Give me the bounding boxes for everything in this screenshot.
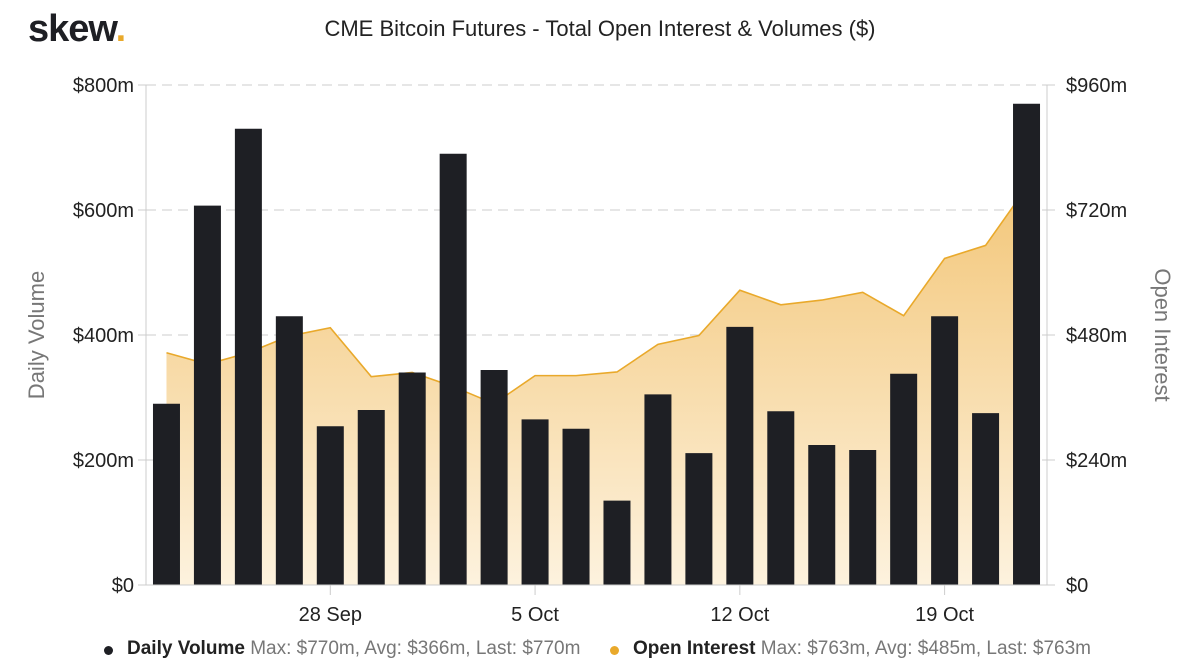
volume-bar	[890, 373, 918, 585]
volume-bar	[357, 410, 385, 585]
legend-dot-icon	[610, 646, 619, 656]
volume-bar	[808, 445, 836, 585]
volume-bar	[152, 403, 180, 585]
legend-item-open-interest[interactable]: Open Interest Max: $763m, Avg: $485m, La…	[610, 638, 1091, 660]
legend-dot-icon	[104, 646, 113, 656]
y-tick-label: $800m	[73, 75, 134, 97]
y-tick-label: $600m	[73, 200, 134, 222]
x-tick-label: 5 Oct	[511, 604, 559, 626]
volume-bar	[193, 205, 221, 585]
y2-tick-label: $240m	[1066, 450, 1127, 472]
y2-tick-label: $0	[1066, 575, 1088, 597]
volume-bar	[931, 316, 959, 585]
skew-logo: skew.	[28, 8, 126, 50]
y-tick-label: $0	[112, 575, 134, 597]
volume-bar	[480, 370, 508, 585]
volume-bar	[972, 413, 1000, 585]
chart-title: CME Bitcoin Futures - Total Open Interes…	[324, 16, 876, 41]
volume-bar	[726, 326, 754, 585]
y2-axis-title: Open Interest	[1150, 268, 1175, 401]
legend-stats: Max: $770m, Avg: $366m, Last: $770m	[250, 638, 581, 659]
volume-bar	[234, 128, 262, 585]
volume-bar	[562, 428, 590, 585]
legend-item-volume[interactable]: Daily Volume Max: $770m, Avg: $366m, Las…	[104, 638, 580, 660]
y2-tick-label: $480m	[1066, 325, 1127, 347]
volume-bar	[439, 153, 467, 585]
volume-bar	[1013, 103, 1041, 585]
y-tick-label: $400m	[73, 325, 134, 347]
y2-tick-label: $960m	[1066, 75, 1127, 97]
volume-bar	[398, 372, 426, 585]
legend-name: Daily Volume	[127, 638, 245, 659]
legend-name: Open Interest	[633, 638, 756, 659]
x-tick-label: 12 Oct	[710, 604, 769, 626]
volume-bar	[685, 453, 713, 585]
x-tick-label: 19 Oct	[915, 604, 974, 626]
volume-bar	[275, 316, 303, 585]
volume-bar	[316, 426, 344, 585]
y2-tick-label: $720m	[1066, 200, 1127, 222]
open-interest-line	[166, 187, 1028, 405]
volume-bar	[849, 450, 877, 585]
volume-bar	[603, 500, 631, 585]
volume-bar	[767, 411, 795, 585]
legend-stats: Max: $763m, Avg: $485m, Last: $763m	[760, 638, 1091, 659]
y-tick-label: $200m	[73, 450, 134, 472]
x-tick-label: 28 Sep	[299, 604, 362, 626]
volume-bar	[644, 394, 672, 585]
volume-bar	[521, 419, 549, 585]
y-axis-title: Daily Volume	[24, 271, 49, 399]
